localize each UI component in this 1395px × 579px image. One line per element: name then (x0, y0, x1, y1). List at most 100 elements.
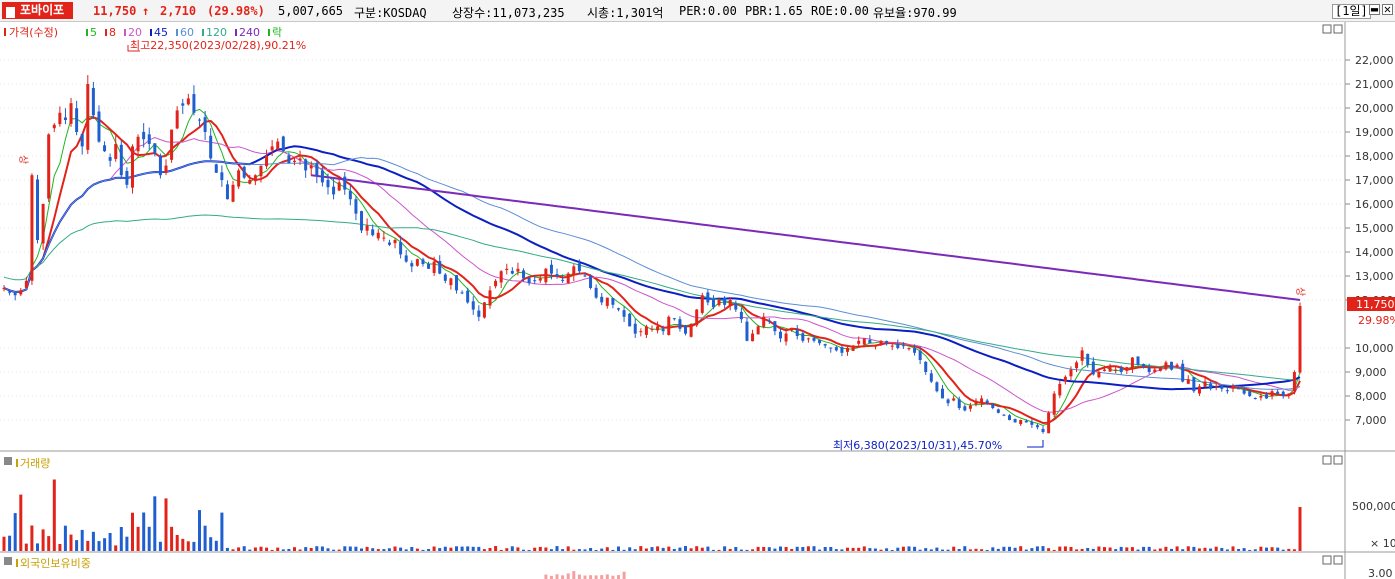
candle-body (857, 340, 861, 344)
volume-bar (1281, 549, 1285, 551)
volume-bar (1052, 549, 1056, 551)
up-arrow-icon: ↑ (142, 4, 150, 18)
stock-header-bar: 포바이포 11,750 ↑ 2,710 (29.98%) 5,007,665 구… (0, 0, 1395, 22)
volume-bar (287, 549, 291, 551)
volume-bar (583, 549, 587, 551)
candle-body (739, 311, 743, 320)
volume-bar (270, 549, 274, 551)
candle-body (533, 280, 537, 282)
volume-bar (1192, 546, 1196, 551)
candle-body (365, 225, 369, 231)
high-annotation: 최고22,350(2023/02/28),90.21% (130, 39, 306, 52)
volume-bar (1136, 549, 1140, 551)
candle-body (711, 299, 715, 308)
volume-bar (1203, 547, 1207, 551)
candle-body (393, 240, 397, 244)
volume-bar (309, 548, 313, 551)
volume-bar (421, 549, 425, 551)
limit-up-marker-left: 상 (17, 155, 29, 164)
candle-body (142, 131, 146, 140)
volume-bar (639, 546, 643, 551)
legend-swatch (150, 29, 152, 36)
volume-bar (896, 547, 900, 551)
volume-bar (343, 546, 347, 551)
candle-body (1197, 386, 1201, 394)
volume-bar (561, 549, 565, 551)
volume-maximize-icon[interactable] (1322, 455, 1332, 465)
price-change: 2,710 (160, 4, 197, 18)
stock-name-badge[interactable]: 포바이포 (2, 2, 74, 19)
candle-body (1136, 356, 1140, 365)
current-price-tag-value: 11,750 (1356, 298, 1395, 311)
market-type: 구분:KOSDAQ (354, 6, 427, 20)
candle-body (1047, 412, 1051, 434)
candle-body (30, 175, 34, 281)
foreign-bar (577, 574, 581, 579)
candle-body (1119, 367, 1123, 372)
candle-body (214, 164, 218, 173)
candle-body (1170, 361, 1174, 370)
volume-bar (806, 546, 810, 551)
volume-bar (1035, 546, 1039, 551)
volume-bar (114, 545, 118, 551)
volume-bar (298, 549, 302, 551)
volume-bar (913, 546, 917, 551)
candle-body (868, 339, 872, 344)
volume-bar (58, 544, 62, 551)
candle-body (1035, 425, 1039, 428)
price-panel-buttons[interactable] (1322, 24, 1343, 565)
candle-body (108, 157, 112, 161)
volume-bar (276, 547, 280, 551)
candle-body (1253, 397, 1257, 399)
foreign-close-icon[interactable] (1333, 555, 1343, 565)
candle-body (237, 170, 241, 187)
candle-body (840, 347, 844, 353)
volume-bar (365, 546, 369, 551)
candle-body (248, 180, 252, 184)
volume-bar (225, 547, 229, 551)
minimize-icon[interactable]: ▬ (1369, 2, 1380, 16)
candle-body (980, 398, 984, 404)
volume-bar (136, 526, 140, 551)
candle-body (1102, 369, 1106, 371)
candle-body (700, 295, 704, 313)
candle-body (762, 316, 766, 327)
volume-bar (823, 547, 827, 551)
candle-body (225, 184, 229, 200)
candle-body (13, 292, 17, 296)
candle-body (957, 399, 961, 408)
volume-bar (873, 548, 877, 551)
candle-body (723, 297, 727, 305)
volume-bar (293, 547, 296, 551)
volume-bar (1253, 549, 1257, 551)
volume-bar (1047, 548, 1051, 551)
panel-maximize-icon[interactable] (1322, 24, 1332, 34)
y-tick-label: 20,000 (1355, 102, 1394, 115)
candle-body (253, 175, 257, 182)
panel-close-icon[interactable] (1333, 24, 1343, 34)
candle-body (1063, 376, 1067, 382)
candle-body (1019, 420, 1023, 425)
candle-body (1002, 414, 1006, 416)
candle-body (589, 276, 593, 288)
ma-line-240 (311, 174, 1301, 301)
volume-bar (734, 547, 738, 551)
candle-body (1164, 362, 1168, 370)
price-grid (0, 59, 1345, 421)
volume-close-icon[interactable] (1333, 455, 1343, 465)
candle-body (2, 288, 6, 289)
volume-bar (890, 550, 894, 551)
candle-body (332, 186, 336, 195)
volume-bar (818, 549, 822, 551)
volume-unit: × 10 (1370, 537, 1395, 550)
volume-bar (471, 546, 475, 551)
close-icon[interactable]: ✕ (1382, 2, 1393, 16)
volume-bar (840, 549, 844, 551)
period-selector[interactable]: [1일] (1332, 4, 1371, 19)
candle-body (940, 388, 944, 399)
volume-bar (142, 512, 146, 551)
foreign-maximize-icon[interactable] (1322, 555, 1332, 565)
candle-body (1192, 377, 1196, 392)
volume-bar (97, 541, 101, 551)
